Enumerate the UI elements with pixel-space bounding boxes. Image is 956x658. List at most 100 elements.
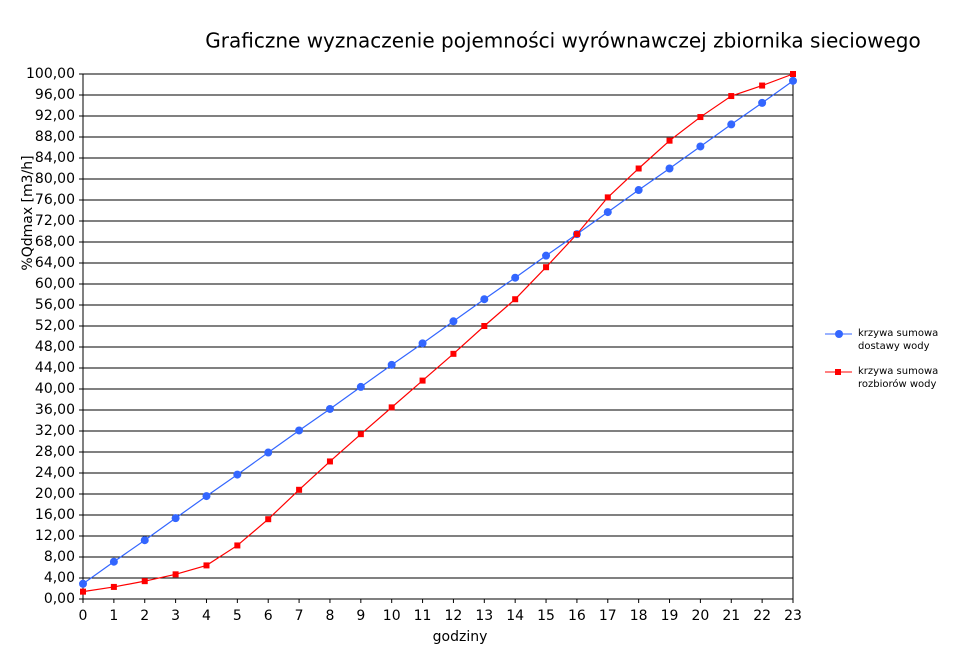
point (79, 579, 87, 588)
y-tick-label: 52,00 (35, 318, 75, 334)
point (635, 165, 642, 172)
point (234, 542, 241, 549)
x-tick-label: 5 (233, 608, 242, 624)
x-tick-label: 2 (140, 608, 149, 624)
point (172, 571, 179, 578)
y-tick-label: 44,00 (35, 360, 75, 376)
point (481, 323, 488, 329)
point (449, 317, 458, 326)
point (387, 360, 396, 369)
y-tick-label: 68,00 (35, 234, 75, 250)
y-tick-label: 76,00 (35, 192, 75, 208)
x-tick-label: 3 (171, 608, 180, 624)
point (697, 114, 704, 121)
point (295, 426, 304, 435)
series-line (82, 80, 794, 585)
x-tick-label: 9 (356, 608, 365, 624)
x-tick-label: 12 (445, 608, 463, 624)
point (265, 516, 272, 523)
point (604, 194, 611, 201)
point (80, 588, 86, 595)
legend-marker (835, 330, 843, 338)
y-tick-label: 0,00 (44, 591, 75, 607)
point (542, 251, 551, 260)
point (171, 514, 180, 523)
x-tick-label: 22 (753, 608, 771, 624)
point (480, 295, 489, 304)
x-tick-label: 14 (506, 608, 524, 624)
point (110, 583, 117, 590)
y-tick-label: 16,00 (35, 507, 75, 523)
point (418, 339, 427, 348)
point (419, 377, 426, 384)
point (759, 82, 766, 89)
y-tick-label: 48,00 (35, 339, 75, 355)
y-tick-label: 12,00 (35, 528, 75, 544)
point (512, 296, 519, 303)
x-tick-label: 4 (202, 608, 211, 624)
x-tick-label: 19 (661, 608, 679, 624)
point (603, 208, 612, 217)
x-tick-label: 11 (414, 608, 432, 624)
point (325, 404, 334, 413)
y-tick-label: 96,00 (35, 87, 75, 103)
point (696, 142, 705, 151)
y-tick-label: 20,00 (35, 486, 75, 502)
y-tick-label: 56,00 (35, 297, 75, 313)
point (109, 557, 118, 566)
point (665, 164, 674, 173)
point (140, 536, 149, 545)
y-tick-label: 32,00 (35, 423, 75, 439)
x-tick-label: 18 (630, 608, 648, 624)
x-tick-label: 16 (568, 608, 586, 624)
point (450, 350, 457, 357)
x-tick-label: 23 (784, 608, 802, 624)
point (388, 404, 395, 411)
x-tick-label: 13 (475, 608, 493, 624)
point (634, 186, 643, 195)
point (543, 264, 550, 271)
y-tick-label: 28,00 (35, 444, 75, 460)
y-tick-label: 4,00 (44, 570, 75, 586)
chart-title: Graficzne wyznaczenie pojemności wyrówna… (205, 29, 920, 53)
point (203, 562, 210, 569)
point (296, 486, 303, 493)
point (758, 98, 767, 107)
y-tick-label: 36,00 (35, 402, 75, 418)
x-tick-label: 15 (537, 608, 555, 624)
point (727, 120, 736, 129)
point (728, 93, 735, 100)
y-tick-label: 100,00 (26, 66, 75, 82)
y-tick-label: 8,00 (44, 549, 75, 565)
y-tick-label: 24,00 (35, 465, 75, 481)
y-tick-label: 80,00 (35, 171, 75, 187)
point (790, 71, 796, 77)
y-tick-label: 84,00 (35, 150, 75, 166)
y-tick-label: 72,00 (35, 213, 75, 229)
point (233, 470, 242, 479)
point (264, 448, 273, 457)
series-line (82, 73, 794, 593)
y-tick-label: 40,00 (35, 381, 75, 397)
x-axis-title: godziny (433, 629, 488, 645)
x-tick-label: 6 (264, 608, 273, 624)
point (511, 273, 520, 282)
point (141, 578, 148, 585)
y-tick-label: 64,00 (35, 255, 75, 271)
x-tick-label: 8 (325, 608, 334, 624)
x-tick-label: 17 (599, 608, 617, 624)
y-tick-label: 92,00 (35, 108, 75, 124)
x-tick-label: 0 (79, 608, 88, 624)
point (357, 431, 364, 438)
point (326, 458, 333, 465)
x-tick-label: 1 (109, 608, 118, 624)
legend-marker (835, 369, 841, 375)
legend-label: krzywa sumowa dostawy wody (858, 328, 939, 352)
point (356, 382, 365, 391)
legend-label: krzywa sumowa rozbiorów wody (858, 366, 939, 390)
point (789, 76, 797, 85)
point (573, 231, 580, 238)
y-tick-label: 60,00 (35, 276, 75, 292)
